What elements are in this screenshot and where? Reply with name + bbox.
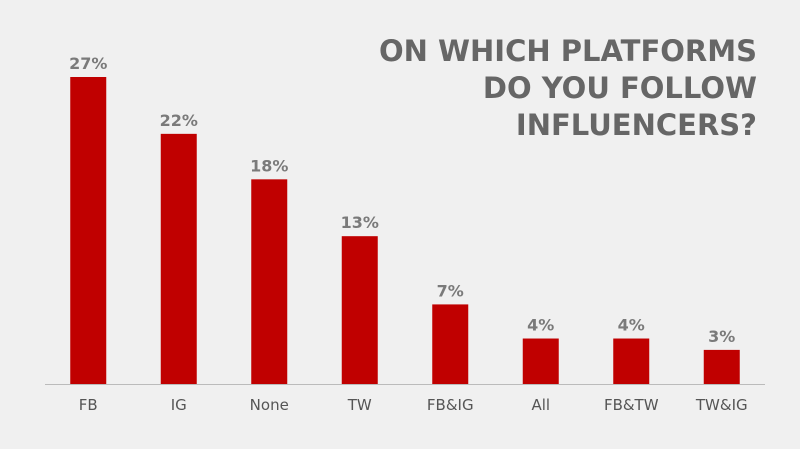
- bar: [613, 338, 650, 384]
- value-label: 13%: [341, 213, 379, 232]
- value-label: 3%: [708, 327, 735, 346]
- value-label: 18%: [250, 156, 288, 175]
- x-tick-label: FB&IG: [427, 396, 474, 414]
- x-tick-label: FB: [79, 396, 98, 414]
- chart-title: ON WHICH PLATFORMS: [379, 34, 757, 68]
- chart-title: INFLUENCERS?: [516, 108, 757, 142]
- x-tick-label: None: [250, 396, 289, 414]
- bar: [160, 133, 197, 384]
- value-label: 27%: [69, 54, 107, 73]
- chart-title: DO YOU FOLLOW: [483, 71, 757, 105]
- value-label: 22%: [160, 111, 198, 130]
- x-tick-label: TW: [347, 396, 372, 414]
- x-tick-label: IG: [171, 396, 187, 414]
- bar: [70, 77, 107, 384]
- value-label: 7%: [437, 281, 464, 300]
- x-tick-label: All: [531, 396, 550, 414]
- bar: [341, 236, 378, 384]
- x-tick-label: TW&IG: [695, 396, 748, 414]
- value-label: 4%: [527, 316, 554, 335]
- bar: [432, 304, 469, 384]
- value-label: 4%: [618, 316, 645, 335]
- bar: [522, 338, 559, 384]
- bar: [251, 179, 288, 384]
- bar: [703, 349, 740, 384]
- x-tick-label: FB&TW: [604, 396, 659, 414]
